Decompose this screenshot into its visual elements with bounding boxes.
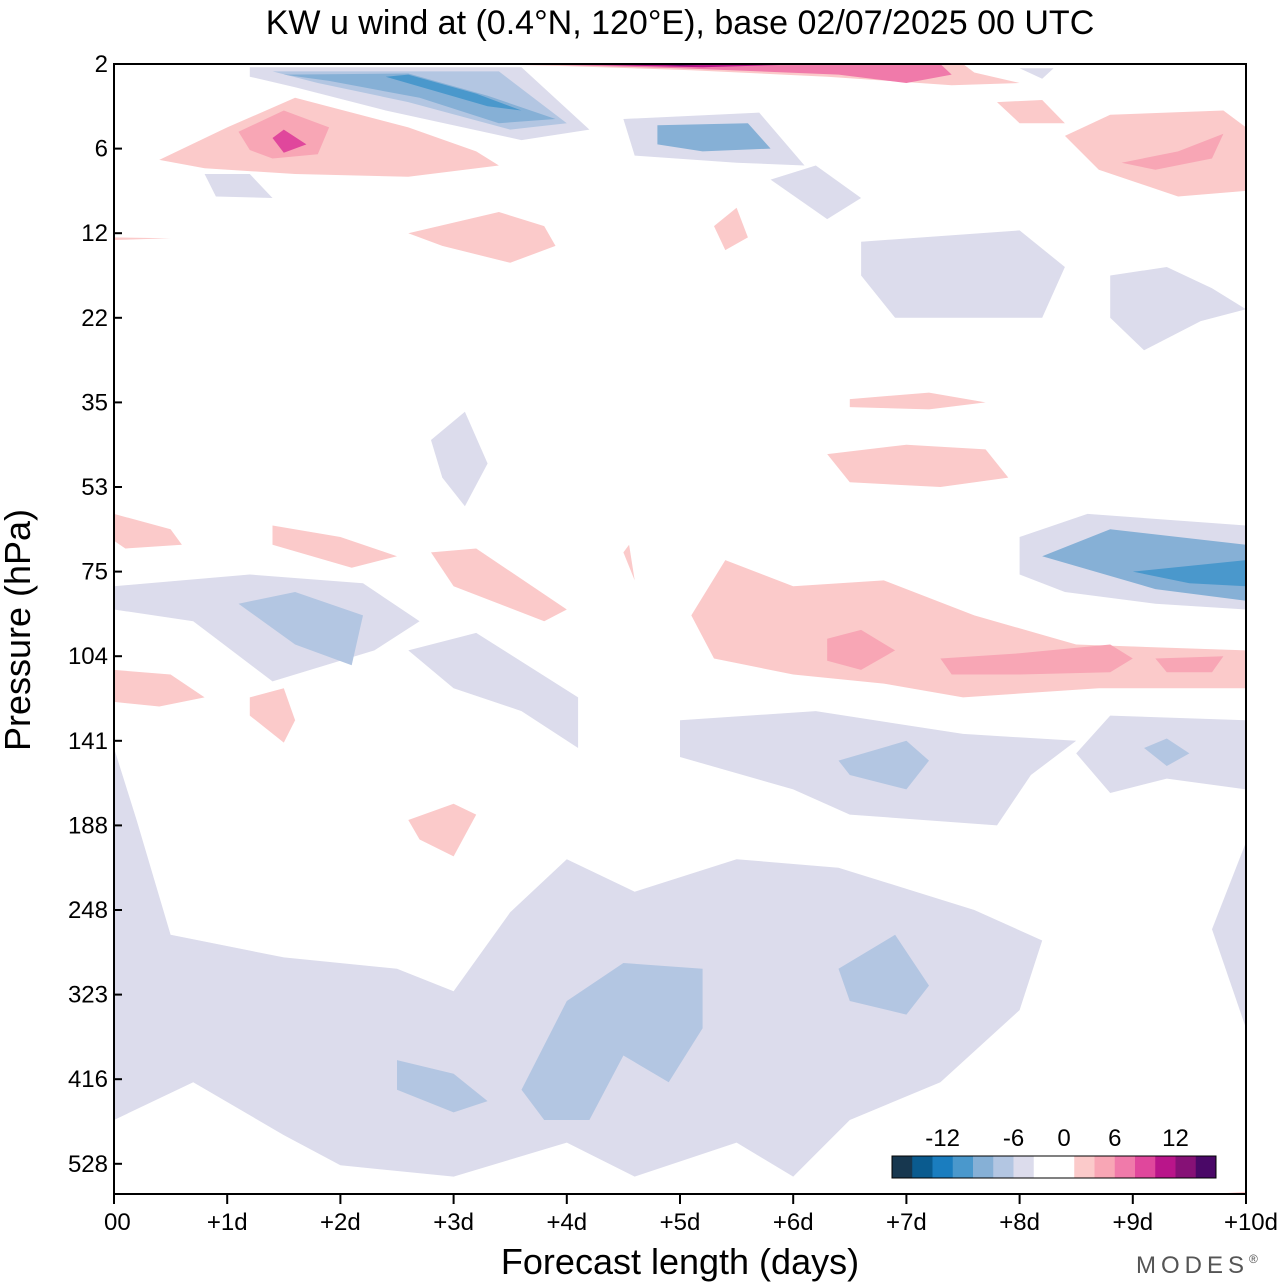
contour-neg-left-45 (431, 411, 488, 507)
contour-pos-left-70 (272, 525, 397, 568)
contour-neg-upper-left-4 (385, 74, 522, 111)
colorbar-swatch (892, 1156, 913, 1178)
x-tick-label: +5d (660, 1209, 701, 1236)
contour-neg-left-90 (114, 574, 420, 682)
contour-neg-mid-upper-right (861, 230, 1065, 318)
contour-pos-left-130 (249, 688, 296, 743)
contour-pos-small-75 (623, 544, 635, 581)
colorbar-label: -6 (1003, 1125, 1024, 1152)
x-tick-label: +9d (1112, 1209, 1153, 1236)
contour-neg-small-8 (204, 174, 273, 198)
x-tick-label: +1d (207, 1209, 248, 1236)
contour-neg-right-22 (1110, 267, 1246, 351)
colorbar-swatch (932, 1156, 954, 1178)
contour-pos-right-50 (827, 444, 1009, 487)
contour-neg-right-150-2 (1144, 738, 1190, 766)
brand-name: MODES (1136, 1252, 1249, 1279)
contour-neg-lower-2 (521, 963, 703, 1120)
colorbar-swatch (1155, 1156, 1176, 1178)
colorbar-swatch (973, 1156, 994, 1178)
y-tick-label: 22 (81, 305, 108, 332)
colorbar-label: 6 (1108, 1125, 1121, 1152)
colorbar-label: 12 (1162, 1125, 1189, 1152)
y-tick-label: 35 (81, 389, 108, 416)
brand-logo: MODES® (1136, 1252, 1263, 1279)
contour-neg-lower-big (114, 748, 1043, 1177)
colorbar-swatch (1054, 1156, 1075, 1178)
contour-neg-upper-left-3 (283, 73, 556, 124)
contour-neg-lower-3 (397, 1060, 488, 1113)
y-tick-label: 323 (68, 982, 108, 1009)
colorbar-swatch (952, 1156, 974, 1178)
y-tick-label: 416 (68, 1066, 108, 1093)
contour-pos-small-12 (714, 207, 748, 251)
contour-pos-right-top (997, 100, 1065, 124)
contour-pos-left-12 (114, 237, 171, 240)
y-axis-label: Pressure (hPa) (0, 509, 38, 751)
contour-pos-left-65 (114, 513, 182, 549)
contour-pos-upper-right (1064, 110, 1246, 197)
y-tick-label: 12 (81, 220, 108, 247)
x-axis-label: Forecast length (days) (501, 1241, 859, 1282)
x-tick-label: +6d (773, 1209, 814, 1236)
contour-neg-small-7 (770, 165, 862, 220)
x-tick-label: +7d (886, 1209, 927, 1236)
x-tick-label: 00 (104, 1209, 131, 1236)
y-tick-label: 188 (68, 812, 108, 839)
contour-pos-mid-190 (408, 803, 477, 857)
y-axis: 2 6 12 22 35 53 75 104 141 188 248 323 416 528 (68, 51, 122, 1178)
contour-pos-left-115 (114, 669, 205, 707)
contour-pos-upper-left (159, 97, 499, 177)
colorbar-frame (891, 1155, 1217, 1179)
x-tick-label: +10d (1224, 1209, 1278, 1236)
colorbar-label: -12 (925, 1125, 960, 1152)
contour-neg-top-right (1019, 68, 1054, 79)
colorbar-swatch (1033, 1156, 1055, 1178)
contour-neg-lower-4 (838, 934, 929, 1015)
colorbar-swatch (1114, 1156, 1136, 1178)
y-tick-label: 6 (95, 136, 108, 163)
colorbar-swatch (912, 1156, 933, 1178)
y-tick-label: 53 (81, 474, 108, 501)
colorbar-swatch (1094, 1156, 1116, 1178)
contour-pos-right-100-3 (940, 644, 1133, 675)
contour-pos-upper-right-2 (1121, 133, 1224, 170)
contour-pos-upper-mid (408, 212, 556, 263)
colorbar-swatch (1074, 1156, 1095, 1178)
y-tick-label: 141 (68, 728, 108, 755)
contour-pos-right-35 (849, 392, 986, 410)
y-tick-label: 528 (68, 1151, 108, 1178)
contour-regions (114, 64, 1246, 1194)
y-tick-label: 2 (95, 51, 108, 78)
brand-mark: ® (1249, 1252, 1263, 1266)
x-tick-label: +2d (320, 1209, 361, 1236)
contour-neg-mid-120 (408, 632, 579, 748)
y-tick-label: 104 (68, 643, 108, 670)
contour-pos-upper-left-3 (272, 129, 307, 153)
x-tick-label: +3d (433, 1209, 474, 1236)
x-axis: 00 +1d +2d +3d +4d +5d +6d +7d +8d +9d +10d (104, 1194, 1278, 1236)
y-tick-label: 248 (68, 897, 108, 924)
contour-pos-right-100-4 (1155, 656, 1224, 673)
contour-pos-right-100-2 (827, 629, 896, 670)
colorbar-swatch (993, 1156, 1014, 1178)
colorbar-swatch (1135, 1156, 1156, 1178)
colorbar: -12 -6 0 6 12 (886, 1120, 1222, 1184)
contour-neg-right-75-3 (1132, 560, 1246, 587)
colorbar-swatch (1175, 1156, 1197, 1178)
contour-neg-mid-160-2 (838, 740, 929, 790)
colorbar-swatch (1013, 1156, 1035, 1178)
chart-title: KW u wind at (0.4°N, 120°E), base 02/07/… (266, 4, 1095, 42)
contour-pos-top-strip-2 (521, 64, 952, 83)
colorbar-label: 0 (1057, 1125, 1070, 1152)
contour-pos-mid-80 (431, 548, 567, 622)
x-tick-label: +8d (999, 1209, 1040, 1236)
contour-neg-upper-mid-2 (657, 123, 771, 152)
contour-neg-left-90-2 (238, 592, 363, 666)
x-tick-label: +4d (546, 1209, 587, 1236)
y-tick-label: 75 (81, 559, 108, 586)
contour-neg-right-lower (1212, 842, 1246, 1029)
colorbar-swatch (1195, 1156, 1217, 1178)
